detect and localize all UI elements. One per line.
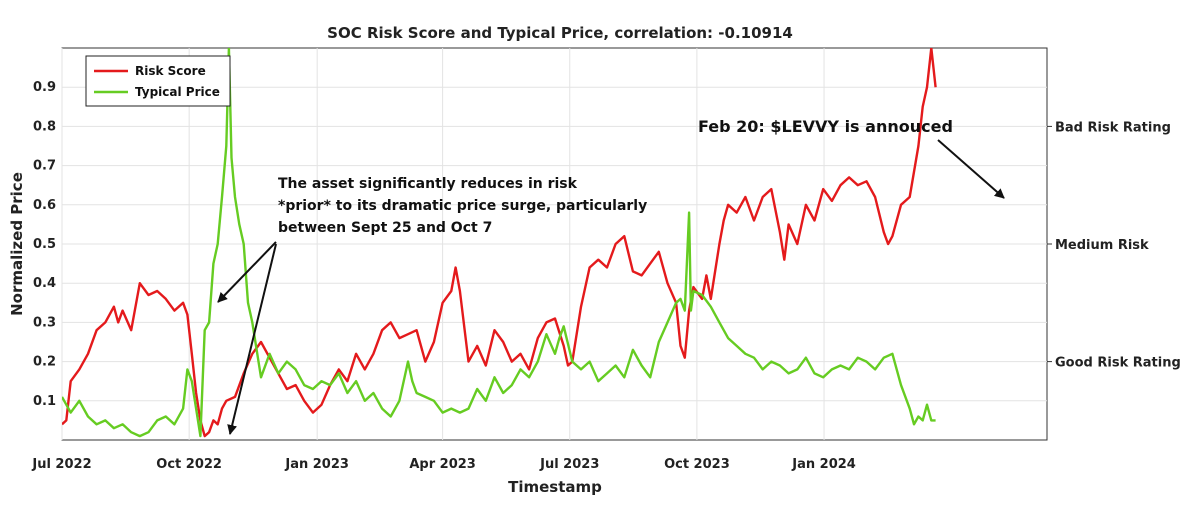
y-tick-label: 0.4	[33, 276, 56, 291]
annotation-line-1: The asset significantly reduces in risk	[278, 176, 578, 192]
chart-title: SOC Risk Score and Typical Price, correl…	[327, 24, 793, 42]
annotation-line-2: *prior* to its dramatic price surge, par…	[278, 198, 647, 214]
x-axis-label: Timestamp	[508, 478, 602, 496]
risk-rating-label: Medium Risk	[1055, 238, 1149, 253]
x-tick-label: Oct 2022	[156, 457, 222, 472]
x-tick-label: Jul 2023	[539, 457, 599, 472]
x-tick-label: Jan 2024	[791, 457, 856, 472]
risk-rating-labels: Bad Risk Rating Medium Risk Good Risk Rati…	[1047, 120, 1181, 371]
y-tick-label: 0.6	[33, 198, 56, 213]
series	[62, 48, 937, 438]
tick-labels: 0.1 0.2 0.3 0.4 0.5 0.6 0.7 0.8 0.9 Jul 2022 Oct 2…	[31, 80, 855, 472]
y-tick-label: 0.8	[33, 119, 56, 134]
annotation-arrow-levvy	[937, 139, 1005, 199]
y-tick-label: 0.7	[33, 159, 56, 174]
x-tick-label: Jan 2023	[284, 457, 349, 472]
x-tick-label: Apr 2023	[409, 457, 476, 472]
legend-label-price: Typical Price	[135, 85, 220, 99]
x-tick-label: Oct 2023	[664, 457, 730, 472]
legend-box	[85, 55, 231, 107]
y-tick-label: 0.5	[33, 237, 56, 252]
annotation-levvy-text: Feb 20: $LEVVY is annouced	[698, 117, 953, 136]
annotation-risk-drop: The asset significantly reduces in risk …	[217, 176, 647, 435]
annotation-arrow-2	[227, 243, 277, 435]
typical-price-line	[62, 48, 936, 438]
y-tick-label: 0.1	[33, 394, 56, 409]
x-tick-label: Jul 2022	[31, 457, 91, 472]
risk-rating-label: Bad Risk Rating	[1055, 120, 1171, 135]
risk-rating-label: Good Risk Rating	[1055, 356, 1181, 371]
y-tick-label: 0.3	[33, 315, 56, 330]
legend-label-risk: Risk Score	[135, 64, 206, 78]
y-tick-label: 0.2	[33, 355, 56, 370]
legend: Risk Score Typical Price	[85, 55, 231, 107]
annotation-line-3: between Sept 25 and Oct 7	[278, 220, 492, 236]
y-tick-label: 0.9	[33, 80, 56, 95]
annotation-levvy: Feb 20: $LEVVY is annouced	[698, 117, 1005, 199]
annotation-arrow-1	[217, 241, 277, 303]
risk-score-line	[62, 48, 937, 438]
y-axis-label: Normalized Price	[8, 172, 26, 316]
